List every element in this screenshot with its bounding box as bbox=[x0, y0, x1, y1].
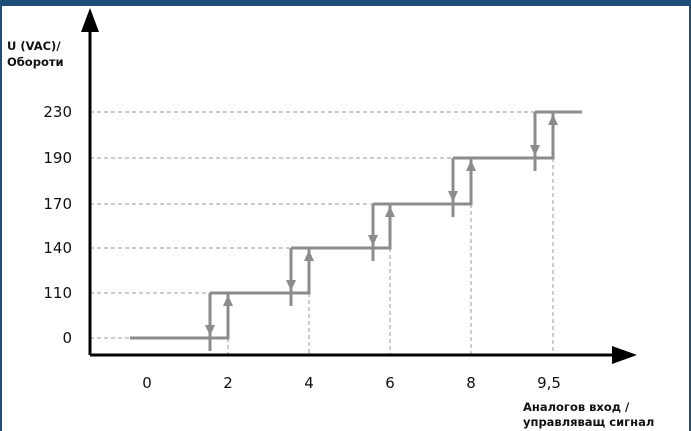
y-tick-label: 110 bbox=[43, 284, 72, 302]
y-tick-label: 140 bbox=[43, 239, 72, 257]
x-axis-arrowhead bbox=[612, 346, 637, 364]
y-axis-arrowhead bbox=[81, 8, 99, 32]
arrow-down-3.5 bbox=[286, 280, 296, 291]
y-axis-title-line1: U (VAC)/ bbox=[7, 39, 61, 53]
arrow-up-2 bbox=[223, 295, 233, 306]
x-axis-title-line1: Аналогов вход / bbox=[523, 400, 630, 414]
arrow-down-1.5 bbox=[205, 325, 215, 336]
x-tick-label: 2 bbox=[223, 374, 233, 392]
arrow-down-7.5 bbox=[448, 191, 458, 202]
y-tick-label: 0 bbox=[62, 329, 72, 347]
step-series-line bbox=[130, 112, 555, 351]
x-tick-label: 9,5 bbox=[537, 374, 561, 392]
arrow-up-8 bbox=[466, 160, 476, 171]
arrow-up-9.5 bbox=[548, 114, 558, 125]
top-banner bbox=[0, 0, 691, 6]
y-tick-label: 230 bbox=[43, 103, 72, 121]
arrow-up-6 bbox=[385, 206, 395, 217]
x-axis-title-line2: управляващ сигнал bbox=[523, 415, 654, 429]
arrow-up-4 bbox=[304, 250, 314, 261]
y-axis-title-line2: Обороти bbox=[7, 55, 64, 69]
arrow-down-5.5 bbox=[368, 235, 378, 246]
y-tick-label: 170 bbox=[43, 195, 72, 213]
left-border bbox=[0, 0, 2, 431]
x-tick-label: 6 bbox=[385, 374, 395, 392]
right-border bbox=[689, 0, 691, 431]
arrow-down-9.2 bbox=[530, 145, 540, 156]
x-tick-label: 0 bbox=[142, 374, 152, 392]
y-tick-label: 190 bbox=[43, 149, 72, 167]
x-tick-label: 8 bbox=[466, 374, 476, 392]
x-tick-label: 4 bbox=[304, 374, 314, 392]
